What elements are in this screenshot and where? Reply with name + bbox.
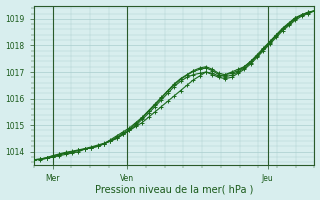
X-axis label: Pression niveau de la mer( hPa ): Pression niveau de la mer( hPa ) [95, 184, 253, 194]
